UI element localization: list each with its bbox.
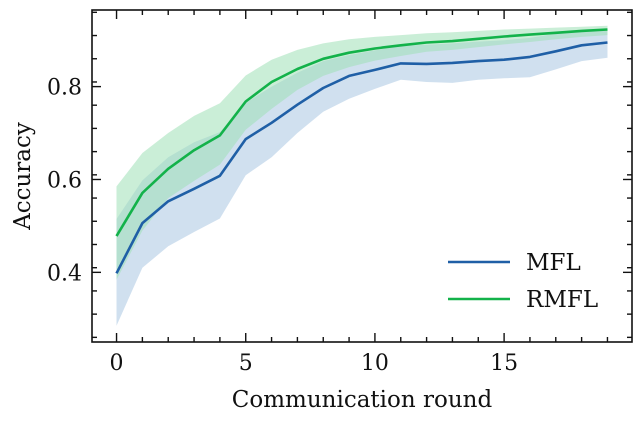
legend-label-rmfl: RMFL bbox=[526, 287, 598, 313]
band-rmfl bbox=[116, 25, 608, 280]
y-axis-label: Accuracy bbox=[10, 122, 36, 231]
x-tick-label-15: 15 bbox=[490, 351, 518, 376]
line-rmfl bbox=[115, 28, 608, 237]
line-mfl bbox=[115, 41, 608, 274]
legend: MFL RMFL bbox=[448, 250, 598, 313]
x-axis-label: Communication round bbox=[232, 387, 493, 413]
plot-frame bbox=[91, 9, 633, 343]
legend-label-mfl: MFL bbox=[526, 250, 581, 276]
confidence-bands bbox=[116, 25, 608, 326]
series-lines bbox=[115, 28, 608, 274]
x-tick-label-5: 5 bbox=[239, 351, 253, 376]
y-tick-label-0.4: 0.4 bbox=[47, 261, 82, 286]
axis-ticks: 0 5 10 15 0.4 0.6 0.8 bbox=[47, 10, 632, 376]
x-tick-label-0: 0 bbox=[110, 351, 124, 376]
y-tick-label-0.6: 0.6 bbox=[47, 168, 82, 193]
y-tick-label-0.8: 0.8 bbox=[47, 76, 82, 101]
x-tick-label-10: 10 bbox=[361, 351, 389, 376]
